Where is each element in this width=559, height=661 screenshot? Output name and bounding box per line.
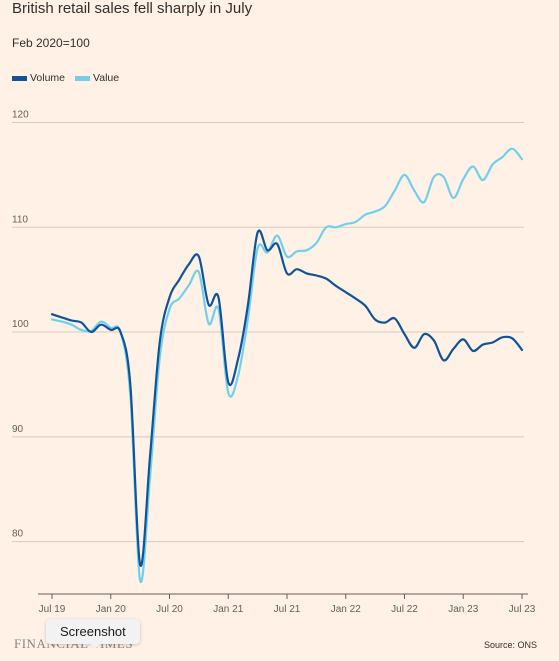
chart-subtitle: Feb 2020=100: [12, 36, 90, 50]
source-note: Source: ONS: [483, 640, 537, 650]
y-tick-label: 80: [12, 529, 24, 540]
y-tick-label: 120: [12, 109, 29, 120]
legend: Volume Value: [12, 72, 119, 84]
y-tick-label: 110: [12, 214, 28, 225]
x-tick-label: Jul 19: [39, 604, 66, 615]
series-line-volume: [50, 229, 524, 567]
x-tick-label: Jan 21: [213, 604, 243, 615]
y-tick-label: 100: [12, 319, 29, 330]
x-tick-label: Jan 22: [331, 604, 361, 615]
chart-title: British retail sales fell sharply in Jul…: [12, 0, 253, 17]
y-tick-label: 90: [12, 424, 24, 435]
screenshot-tooltip: Screenshot: [46, 619, 140, 649]
x-tick-label: Jul 22: [391, 604, 418, 615]
x-tick-label: Jul 23: [509, 604, 536, 615]
legend-item-value: Value: [75, 72, 119, 84]
legend-label-volume: Volume: [30, 72, 66, 84]
legend-swatch-value: [75, 75, 91, 81]
x-tick-label: Jan 23: [448, 604, 478, 615]
x-tick-label: Jul 20: [156, 604, 183, 615]
legend-item-volume: Volume: [12, 72, 65, 84]
series-line-value: [50, 147, 524, 584]
x-tick-label: Jul 21: [274, 604, 301, 615]
x-tick-label: Jan 20: [96, 604, 126, 615]
legend-label-value: Value: [93, 72, 120, 84]
legend-swatch-volume: [12, 75, 27, 81]
